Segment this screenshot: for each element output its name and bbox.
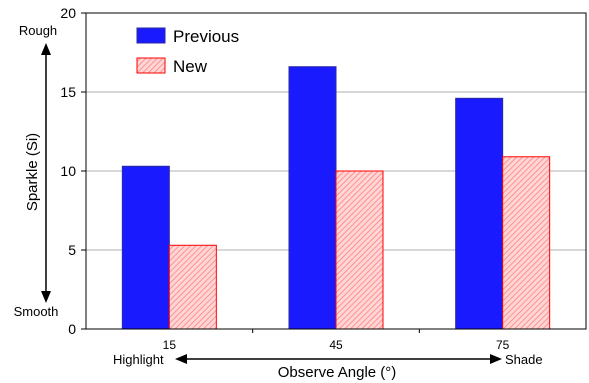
bar-new-75 [502,156,551,330]
y-annotation-top: Rough [19,23,57,38]
y-arrow-head-down [41,291,51,303]
bars [121,66,551,330]
x-tick-label: 45 [329,338,343,352]
legend-swatch-new [136,57,166,74]
y-ticks: 0 5 10 15 20 [60,5,86,337]
legend-swatch-previous [136,27,166,44]
y-tick-label: 5 [68,242,76,258]
bar-previous-75 [455,97,504,330]
x-axis-label: Observe Angle (°) [278,364,397,381]
x-ticks: 15 45 75 [163,329,510,352]
x-arrow-head-right [490,354,502,364]
y-arrow-head-up [41,43,51,55]
legend: Previous New [136,27,239,76]
y-tick-label: 10 [60,163,76,179]
y-tick-label: 0 [68,321,76,337]
x-tick-label: 15 [163,338,177,352]
bar-previous-15 [121,165,170,330]
y-tick-label: 15 [60,84,76,100]
x-annotation-left: Highlight [113,352,164,367]
legend-label-previous: Previous [173,27,239,46]
y-axis-label: Sparkle (Si) [24,133,41,211]
bar-previous-45 [288,66,337,330]
bar-new-45 [335,170,384,330]
x-tick-label: 75 [496,338,510,352]
y-tick-label: 20 [60,5,76,21]
bar-new-15 [168,244,217,330]
x-arrow-head-left [175,354,187,364]
legend-label-new: New [173,57,208,76]
x-annotation-right: Shade [505,352,543,367]
y-annotation-bottom: Smooth [14,304,59,319]
